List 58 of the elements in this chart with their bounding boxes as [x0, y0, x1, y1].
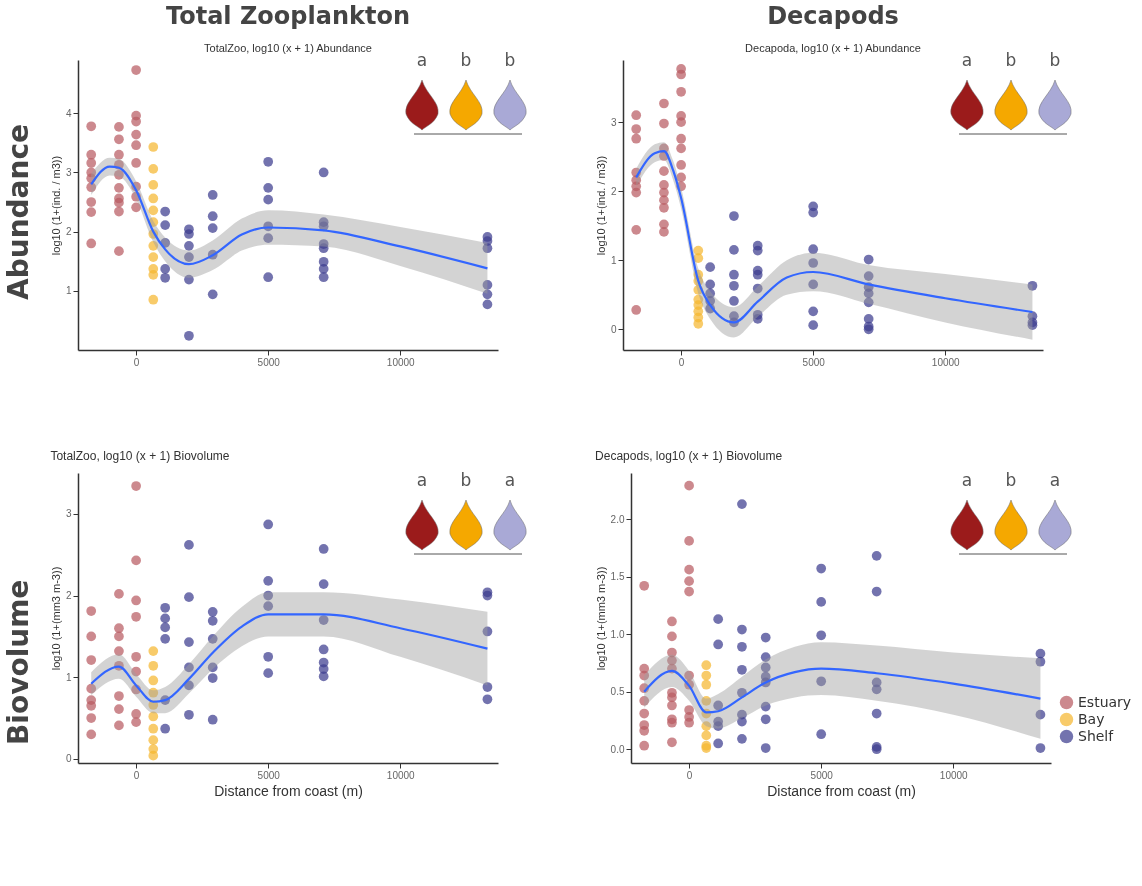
y-axis-title: log10 (1+(ind. / m3)) — [49, 155, 62, 256]
legend-label: Shelf — [1078, 727, 1115, 744]
y-axis-title: log10 (1+(mm3 m-3)) — [594, 566, 607, 671]
text: a — [503, 470, 517, 492]
y-tick-label: 2 — [65, 590, 72, 602]
annotation: a — [1048, 470, 1062, 492]
y-tick-label: 0.0 — [610, 743, 625, 755]
text: Abundance — [2, 123, 35, 300]
x-tick-label: 5000 — [810, 769, 834, 781]
chart-title: Decapods, log10 (x + 1) Biovolume — [595, 449, 783, 463]
y-tick-label: 4 — [65, 107, 72, 119]
annotation: b — [459, 470, 473, 492]
chart-title: Decapods — [767, 2, 899, 30]
y-tick-label: 2 — [610, 185, 617, 197]
y-tick-label: 0 — [65, 753, 72, 765]
y-tick-label: 1 — [65, 285, 72, 297]
chart-subtitle: Decapoda, log10 (x + 1) Abundance — [745, 42, 921, 54]
y-tick-label: 2 — [65, 226, 72, 238]
chart-title: TotalZoo, log10 (x + 1) Biovolume — [50, 449, 230, 463]
legend-label: Estuary — [1078, 693, 1132, 710]
text: Biovolume — [2, 579, 35, 745]
annotation: a — [960, 50, 974, 72]
x-tick-label: 10000 — [386, 769, 416, 781]
y-tick-label: 1.0 — [610, 628, 625, 640]
y-tick-label: 3 — [610, 116, 617, 128]
x-axis-title: Distance from coast (m) — [214, 782, 363, 799]
y-tick-label: 2.0 — [610, 513, 625, 525]
y-tick-label: 0 — [610, 323, 617, 335]
y-tick-label: 3 — [65, 166, 72, 178]
text: b — [1048, 50, 1062, 72]
annotation: b — [1004, 470, 1018, 492]
x-tick-label: 0 — [686, 769, 693, 781]
chart-title: Total Zooplankton — [166, 2, 410, 30]
x-tick-label: 0 — [133, 769, 140, 781]
text: b — [503, 50, 517, 72]
x-tick-label: 5000 — [257, 356, 281, 368]
chart-subtitle: TotalZoo, log10 (x + 1) Abundance — [204, 42, 372, 54]
y-tick-label: 0.5 — [610, 686, 625, 698]
y-axis-title: log10 (1+(ind. / m3)) — [594, 155, 607, 256]
y-tick-label: 1.5 — [610, 571, 625, 583]
x-tick-label: 5000 — [802, 356, 826, 368]
x-tick-label: 10000 — [931, 356, 961, 368]
y-axis-title: log10 (1+(mm3 m-3)) — [49, 566, 62, 671]
y-tick-label: 1 — [610, 254, 617, 266]
annotation: b — [459, 50, 473, 72]
annotation: b — [1004, 50, 1018, 72]
annotation: a — [960, 470, 974, 492]
x-tick-label: 10000 — [939, 769, 969, 781]
annotation: a — [415, 50, 429, 72]
y-tick-label: 1 — [65, 671, 72, 683]
annotation: a — [415, 470, 429, 492]
x-tick-label: 5000 — [257, 769, 281, 781]
x-axis-title: Distance from coast (m) — [767, 782, 916, 799]
x-tick-label: 0 — [678, 356, 685, 368]
x-tick-label: 10000 — [386, 356, 416, 368]
legend-label: Bay — [1078, 710, 1105, 727]
x-tick-label: 0 — [133, 356, 140, 368]
y-tick-label: 3 — [65, 508, 72, 520]
